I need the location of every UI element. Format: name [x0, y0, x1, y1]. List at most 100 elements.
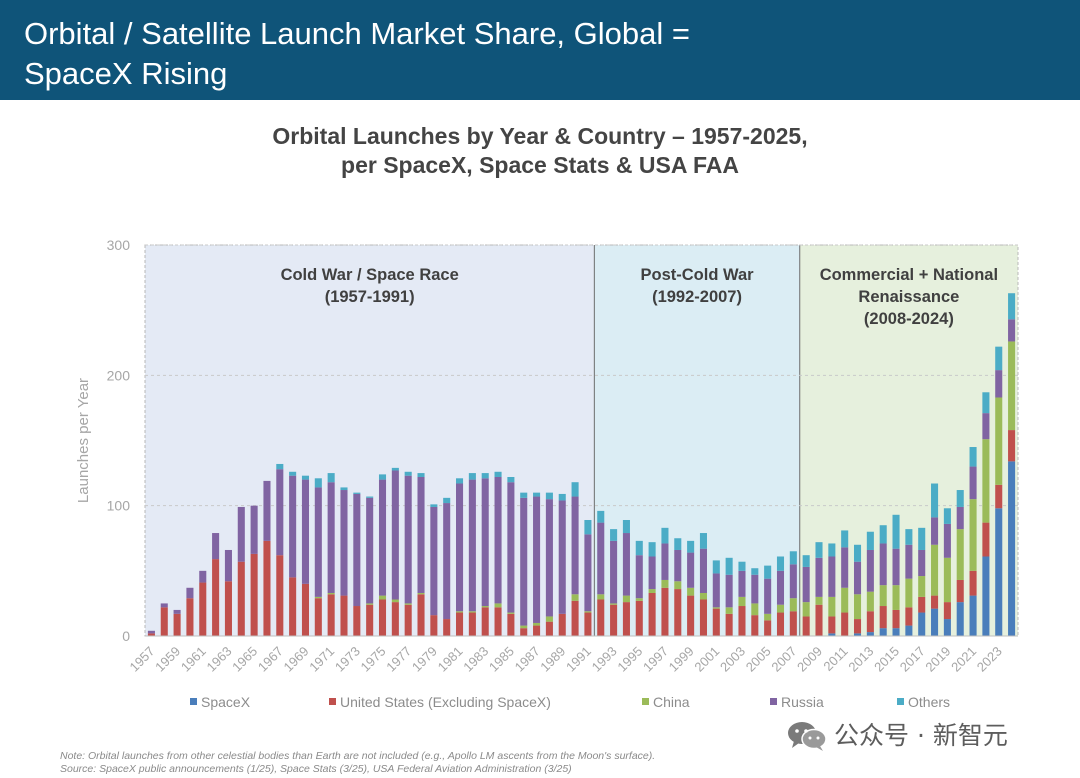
bar-1973-series-4: [353, 493, 361, 607]
bar-1974-series-2: [366, 604, 374, 636]
bar-1960-series-2: [186, 598, 194, 636]
bar-1992-series-3: [597, 594, 605, 600]
bar-2006-series-5: [776, 556, 785, 571]
x-tick-label: 1995: [614, 644, 645, 675]
bar-1991-series-5: [584, 520, 592, 535]
era-label-3-line-3: (2008-2024): [864, 310, 954, 328]
bar-2010-series-5: [828, 543, 836, 557]
bar-2008-series-4: [802, 566, 810, 603]
bar-2021-series-4: [969, 466, 977, 500]
bar-1970-series-3: [314, 596, 322, 599]
bar-1981-series-5: [456, 478, 464, 484]
bar-1972-series-5: [340, 487, 348, 491]
bar-1981-series-4: [456, 483, 464, 612]
bar-2021-series-3: [969, 499, 977, 571]
bar-1984-series-4: [494, 476, 502, 604]
bar-2008-series-3: [802, 602, 810, 617]
bar-1971-series-4: [327, 482, 335, 593]
bar-1974-series-4: [366, 497, 374, 604]
bar-1971-series-3: [327, 592, 335, 595]
y-tick-label: 0: [122, 628, 130, 644]
bar-2005-series-5: [764, 565, 772, 579]
bar-2018-series-2: [931, 595, 939, 609]
page-title-line-2: SpaceX Rising: [24, 56, 228, 91]
bar-1998-series-4: [674, 549, 682, 582]
bar-1984-series-3: [494, 603, 502, 608]
bar-1999-series-2: [687, 595, 695, 636]
bar-2010-series-1: [828, 633, 836, 636]
bar-2012-series-5: [853, 544, 862, 562]
bar-1997-series-4: [661, 543, 669, 580]
bar-1986-series-2: [520, 628, 528, 636]
bar-1990-series-5: [571, 482, 579, 497]
bar-1975-series-5: [378, 474, 387, 480]
bar-1991-series-2: [584, 612, 592, 636]
bar-2017-series-5: [918, 527, 926, 550]
bar-2001-series-5: [712, 560, 720, 574]
bar-1980-series-2: [443, 619, 451, 636]
bar-1994-series-5: [622, 520, 630, 534]
bar-2013-series-3: [866, 591, 874, 612]
x-tick-label: 2015: [871, 644, 902, 675]
bar-2014-series-3: [879, 585, 887, 607]
x-tick-label: 1979: [409, 644, 440, 675]
bar-1987-series-2: [533, 625, 541, 636]
bar-1991-series-3: [584, 611, 592, 613]
bar-1996-series-4: [648, 556, 656, 590]
bar-1974-series-5: [366, 496, 374, 498]
bar-1980-series-4: [443, 503, 451, 620]
bar-2004-series-4: [751, 574, 759, 604]
x-tick-label: 1975: [358, 644, 389, 675]
legend-swatch-3: [642, 698, 649, 705]
bar-2021-series-5: [969, 447, 977, 467]
x-tick-label: 2001: [691, 644, 722, 675]
bar-2011-series-3: [841, 587, 849, 613]
bar-2020-series-1: [956, 602, 964, 636]
bar-1981-series-2: [456, 612, 464, 636]
bar-1994-series-3: [622, 595, 630, 603]
bar-1982-series-3: [468, 611, 476, 613]
bar-1961-series-2: [199, 582, 207, 636]
bar-1969-series-2: [301, 583, 310, 636]
bar-2011-series-5: [841, 530, 849, 548]
x-tick-label: 1967: [255, 644, 286, 675]
bar-2019-series-3: [943, 557, 951, 603]
bar-2001-series-2: [712, 608, 720, 636]
bar-1999-series-4: [687, 552, 695, 588]
bar-2022-series-5: [982, 392, 990, 414]
bar-2011-series-2: [841, 612, 849, 636]
bar-1997-series-3: [661, 579, 669, 588]
bar-1959-series-2: [173, 613, 181, 636]
bar-2019-series-2: [943, 602, 951, 620]
bar-2013-series-1: [866, 632, 874, 636]
chart-title: Orbital Launches by Year & Country – 195…: [0, 122, 1080, 180]
bar-2024-series-2: [1008, 430, 1016, 462]
bar-1961-series-4: [199, 570, 207, 583]
bar-2014-series-1: [879, 628, 887, 636]
bar-1995-series-4: [635, 555, 643, 599]
bar-2002-series-3: [725, 607, 733, 614]
y-tick-label: 200: [107, 367, 131, 383]
bar-1976-series-4: [391, 470, 399, 600]
bar-1988-series-3: [545, 616, 553, 622]
bar-1992-series-2: [597, 599, 605, 636]
x-tick-label: 1963: [204, 644, 235, 675]
bar-1972-series-2: [340, 595, 348, 636]
footnote-source: Source: SpaceX public announcements (1/2…: [60, 763, 572, 775]
x-tick-label: 2007: [768, 644, 799, 675]
bar-1998-series-2: [674, 589, 682, 636]
bar-1965-series-4: [250, 505, 258, 554]
bar-2017-series-3: [918, 576, 926, 597]
bar-2018-series-5: [931, 483, 939, 518]
era-label-2-line-2: (1992-2007): [652, 288, 742, 306]
bar-2015-series-1: [892, 628, 900, 636]
chart-title-line-2: per SpaceX, Space Stats & USA FAA: [341, 152, 739, 178]
bar-1989-series-4: [558, 500, 566, 614]
x-tick-label: 1959: [152, 644, 183, 675]
bar-1964-series-2: [237, 561, 245, 636]
bar-1977-series-3: [404, 603, 412, 605]
bar-1985-series-4: [507, 482, 515, 613]
x-tick-label: 1969: [281, 644, 312, 675]
bar-1986-series-3: [520, 625, 528, 629]
x-tick-label: 1965: [229, 644, 260, 675]
